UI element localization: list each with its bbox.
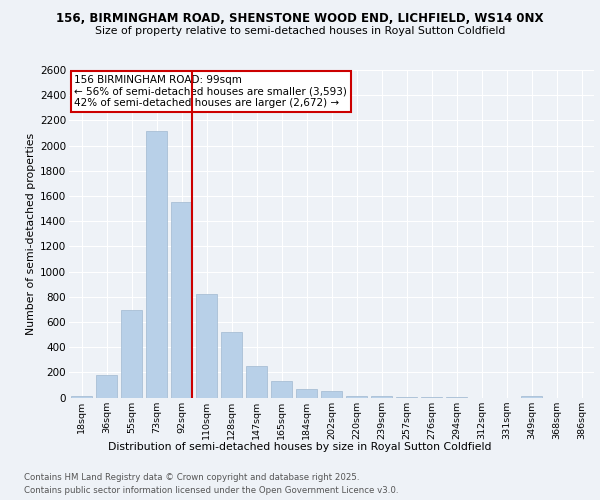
Bar (171, 202, 192, 398)
Y-axis label: Number of semi-detached properties: Number of semi-detached properties (26, 132, 36, 335)
Text: Distribution of semi-detached houses by size in Royal Sutton Coldfield: Distribution of semi-detached houses by … (108, 442, 492, 452)
Text: 156 BIRMINGHAM ROAD: 99sqm
← 56% of semi-detached houses are smaller (3,593)
42%: 156 BIRMINGHAM ROAD: 99sqm ← 56% of semi… (74, 75, 347, 108)
Bar (196, 294, 217, 398)
Bar (321, 391, 342, 398)
Bar (271, 381, 292, 398)
Bar (71, 396, 92, 398)
Bar (521, 396, 542, 398)
Bar (396, 397, 417, 398)
Bar (121, 310, 142, 398)
Bar (246, 366, 267, 398)
Text: 156, BIRMINGHAM ROAD, SHENSTONE WOOD END, LICHFIELD, WS14 0NX: 156, BIRMINGHAM ROAD, SHENSTONE WOOD END… (56, 12, 544, 25)
Bar (146, 131, 167, 398)
Bar (346, 396, 367, 398)
Text: Contains public sector information licensed under the Open Government Licence v3: Contains public sector information licen… (24, 486, 398, 495)
Text: Size of property relative to semi-detached houses in Royal Sutton Coldfield: Size of property relative to semi-detach… (95, 26, 505, 36)
Bar (296, 390, 317, 398)
Bar (371, 396, 392, 398)
Text: Contains HM Land Registry data © Crown copyright and database right 2025.: Contains HM Land Registry data © Crown c… (24, 472, 359, 482)
Bar (221, 332, 242, 398)
Bar (96, 376, 117, 398)
